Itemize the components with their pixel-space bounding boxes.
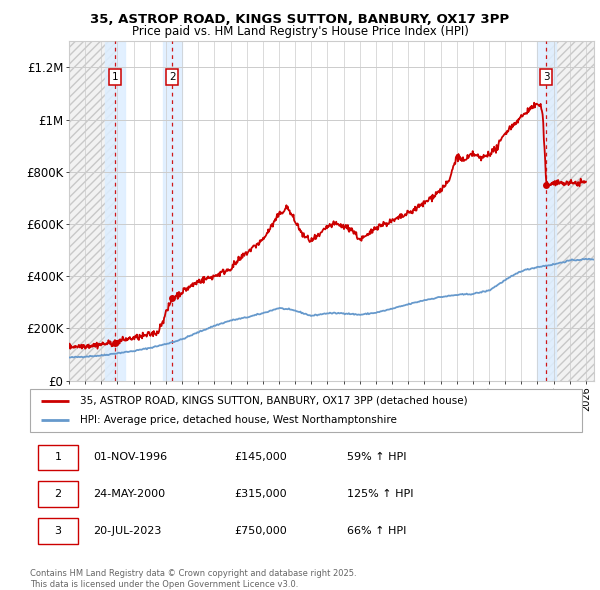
Text: 59% ↑ HPI: 59% ↑ HPI [347,453,407,463]
Text: 35, ASTROP ROAD, KINGS SUTTON, BANBURY, OX17 3PP: 35, ASTROP ROAD, KINGS SUTTON, BANBURY, … [91,13,509,26]
Text: 3: 3 [55,526,62,536]
Bar [163,41,182,381]
Text: £750,000: £750,000 [234,526,287,536]
Text: Contains HM Land Registry data © Crown copyright and database right 2025.
This d: Contains HM Land Registry data © Crown c… [30,569,356,589]
Bar [536,41,556,381]
Text: 2: 2 [55,489,62,499]
FancyBboxPatch shape [38,481,78,507]
Text: £315,000: £315,000 [234,489,287,499]
Text: Price paid vs. HM Land Registry's House Price Index (HPI): Price paid vs. HM Land Registry's House … [131,25,469,38]
Text: 2: 2 [169,72,176,82]
Text: 1: 1 [55,453,62,463]
Text: 1: 1 [112,72,118,82]
Text: HPI: Average price, detached house, West Northamptonshire: HPI: Average price, detached house, West… [80,415,397,425]
Text: 01-NOV-1996: 01-NOV-1996 [94,453,167,463]
Text: 35, ASTROP ROAD, KINGS SUTTON, BANBURY, OX17 3PP (detached house): 35, ASTROP ROAD, KINGS SUTTON, BANBURY, … [80,396,467,406]
Bar [105,41,125,381]
Text: 125% ↑ HPI: 125% ↑ HPI [347,489,414,499]
FancyBboxPatch shape [30,389,582,432]
Bar [547,41,594,381]
Text: 3: 3 [543,72,550,82]
Text: £145,000: £145,000 [234,453,287,463]
Text: 20-JUL-2023: 20-JUL-2023 [94,526,162,536]
FancyBboxPatch shape [38,518,78,543]
Text: 66% ↑ HPI: 66% ↑ HPI [347,526,407,536]
Bar [69,41,115,381]
Text: 24-MAY-2000: 24-MAY-2000 [94,489,166,499]
FancyBboxPatch shape [38,445,78,470]
